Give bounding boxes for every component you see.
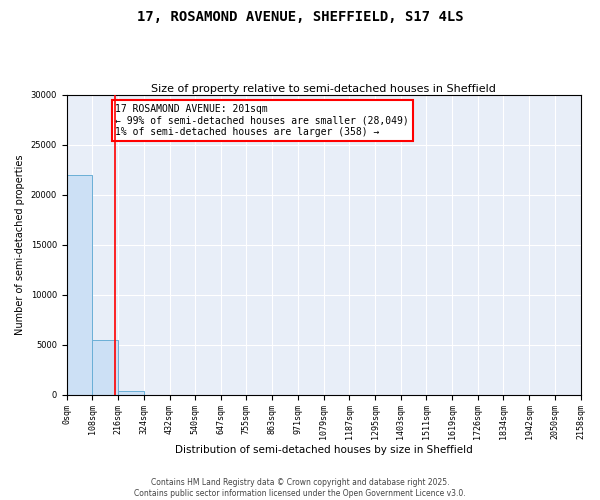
Title: Size of property relative to semi-detached houses in Sheffield: Size of property relative to semi-detach… [151, 84, 496, 94]
Text: Contains HM Land Registry data © Crown copyright and database right 2025.
Contai: Contains HM Land Registry data © Crown c… [134, 478, 466, 498]
Y-axis label: Number of semi-detached properties: Number of semi-detached properties [15, 154, 25, 335]
Bar [92, 340, 118, 394]
Text: 17 ROSAMOND AVENUE: 201sqm
← 99% of semi-detached houses are smaller (28,049)
1%: 17 ROSAMOND AVENUE: 201sqm ← 99% of semi… [115, 104, 409, 137]
X-axis label: Distribution of semi-detached houses by size in Sheffield: Distribution of semi-detached houses by … [175, 445, 472, 455]
Bar [118, 390, 144, 394]
Text: 17, ROSAMOND AVENUE, SHEFFIELD, S17 4LS: 17, ROSAMOND AVENUE, SHEFFIELD, S17 4LS [137, 10, 463, 24]
Bar [67, 175, 92, 394]
